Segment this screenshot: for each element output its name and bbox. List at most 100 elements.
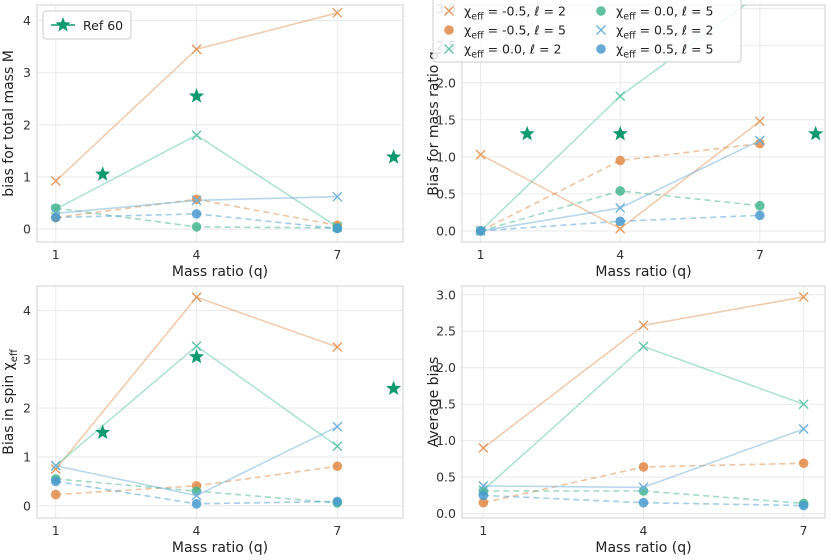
legend-entry-subscript: eff [471, 31, 484, 42]
ref-star-point [808, 125, 824, 141]
chart-panel-3: 0 1 2 3 4 1 4 7 Mass ratio (q) Bias in spin χeff [1, 285, 404, 556]
data-point [191, 341, 202, 352]
data-point [191, 499, 202, 509]
legend-star-icon [55, 17, 71, 32]
y-tick-label: 2 [23, 117, 31, 132]
ref-star-point [188, 88, 205, 103]
data-point [638, 462, 649, 472]
ref-series [95, 348, 402, 439]
legend-entry-label: χeff = -0.5, ℓ = 5 [464, 23, 566, 42]
legend-entry-text: = 0.5, ℓ = 5 [636, 42, 714, 57]
data-point [798, 399, 809, 410]
plot-frame [36, 285, 404, 519]
data-point [191, 130, 202, 141]
legend-entry: χeff = 0.0, ℓ = 2 [444, 42, 561, 61]
data-layer [475, 5, 824, 236]
data-point [754, 135, 765, 146]
y-tick-label: 2.5 [436, 324, 456, 339]
y-tick-label: 1.0 [436, 433, 456, 448]
data-point [191, 490, 202, 501]
data-point [191, 194, 202, 205]
y-tick-label: 3.0 [436, 287, 456, 302]
x-axis-label: Mass ratio (q) [595, 264, 691, 280]
series-6 [475, 210, 765, 236]
legend-marker-icon [444, 25, 454, 35]
x-tick-label: 7 [756, 247, 764, 262]
x-tick-label: 4 [193, 523, 201, 538]
data-point [50, 212, 61, 223]
ref-star-point [95, 166, 111, 181]
y-tick-label: 3 [23, 352, 31, 367]
legend-entry-subscript: eff [471, 12, 484, 23]
ref-star-point [612, 125, 628, 141]
data-point [332, 496, 343, 507]
data-point [755, 200, 765, 211]
y-tick-label: 1.5 [436, 112, 456, 127]
data-point [638, 497, 649, 508]
legend-entry-text: = 0.5, ℓ = 2 [636, 23, 714, 38]
series-1 [475, 116, 765, 234]
series-line [480, 214, 760, 232]
legend-entry-label: χeff = 0.0, ℓ = 2 [464, 42, 561, 61]
legend-entry-text: = -0.5, ℓ = 2 [484, 4, 566, 19]
y-tick-label: 1.5 [436, 397, 456, 412]
data-layer [50, 292, 402, 509]
data-point [191, 44, 202, 55]
legend-entry-label: χeff = 0.0, ℓ = 5 [616, 4, 713, 23]
series-line [480, 142, 760, 232]
y-tick-label: 4 [23, 303, 31, 318]
series-6 [50, 209, 343, 234]
data-point [798, 423, 809, 434]
data-layer [50, 7, 402, 234]
ref-star-point [519, 125, 535, 141]
legend-marker-icon [596, 6, 606, 16]
y-axis-label: Bias for mass ratio q [426, 51, 442, 195]
legend-entry-label: χeff = 0.5, ℓ = 2 [616, 23, 713, 42]
data-point [191, 209, 202, 219]
legend-entry: χeff = -0.5, ℓ = 5 [444, 23, 566, 42]
y-tick-label: 2.0 [436, 75, 456, 90]
x-axis-label: Mass ratio (q) [172, 264, 268, 280]
x-tick-label: 1 [479, 523, 487, 538]
legend-entry: χeff = 0.5, ℓ = 2 [596, 23, 713, 42]
x-tick-label: 1 [477, 247, 485, 262]
data-point [475, 149, 486, 160]
data-point [798, 291, 809, 302]
data-point [798, 500, 809, 511]
y-tick-label: 0.0 [436, 223, 456, 238]
data-point [332, 223, 343, 234]
series-1 [50, 7, 343, 187]
y-axis-label: Average bias [426, 357, 442, 448]
series-5 [50, 421, 343, 501]
y-axis-label: Bias in spin χeff [1, 348, 20, 455]
data-point [478, 442, 489, 453]
data-point [638, 482, 649, 493]
legend-entry-text: = 0.0, ℓ = 2 [484, 42, 562, 57]
y-axis-label-text: Average bias [426, 357, 442, 448]
legend-entry-subscript: eff [623, 12, 636, 23]
x-axis-label: Mass ratio (q) [172, 540, 268, 556]
x-axis-label: Mass ratio (q) [595, 540, 691, 556]
plot-frame [461, 285, 826, 519]
x-tick-label: 7 [800, 523, 808, 538]
y-tick-label: 2.0 [436, 360, 456, 375]
x-tick-label: 4 [616, 247, 624, 262]
data-point [332, 7, 343, 18]
data-point [50, 176, 61, 187]
y-axis-label-text: Bias in spin χ [1, 362, 17, 455]
data-point [191, 292, 202, 303]
ref-star-point [386, 149, 402, 164]
data-point [615, 216, 626, 227]
data-layer [478, 291, 809, 511]
legend-entry-subscript: eff [623, 50, 636, 61]
data-point [615, 186, 626, 196]
x-tick-label: 4 [640, 523, 648, 538]
chart-panel-4: 0.0 0.5 1.0 1.5 2.0 2.5 3.0 1 4 7 Mass ratio (q) Av… [426, 285, 826, 556]
ref-series [519, 125, 824, 141]
data-point [615, 91, 626, 102]
legend-marker-icon [596, 25, 606, 35]
data-point [191, 195, 202, 206]
legend-entry-symbol: χ [616, 4, 623, 19]
